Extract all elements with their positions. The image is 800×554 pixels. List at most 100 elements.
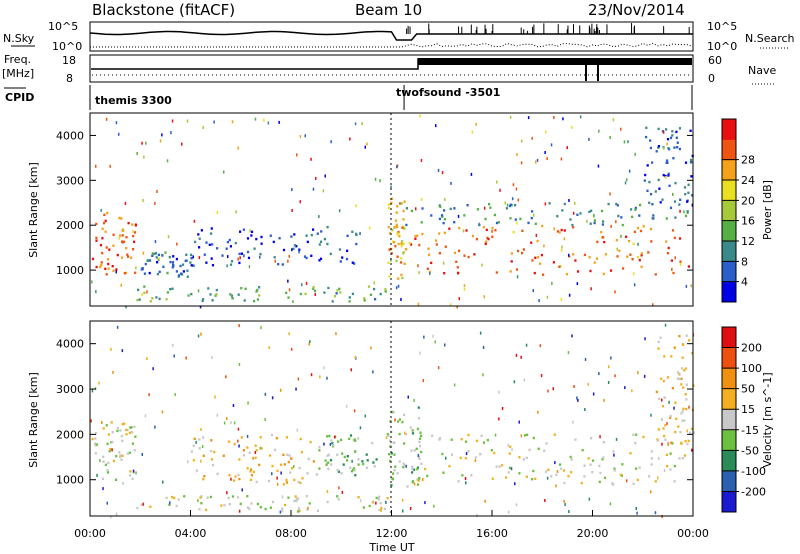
range-cell xyxy=(666,159,669,162)
noise-cell xyxy=(546,295,549,299)
nsky-spikes xyxy=(406,23,690,34)
range-cell xyxy=(350,470,354,473)
range-cell xyxy=(394,219,398,222)
velocity-ylabel: Slant Range [km] xyxy=(27,372,40,468)
range-cell xyxy=(106,442,109,446)
noise-cell xyxy=(576,282,579,286)
range-cell xyxy=(476,208,479,211)
noise-cell xyxy=(633,272,635,276)
range-cell xyxy=(649,227,652,231)
range-cell xyxy=(540,253,543,257)
range-cell xyxy=(147,259,150,262)
range-cell xyxy=(387,434,390,437)
noise-cell xyxy=(243,254,245,258)
range-cell xyxy=(166,271,169,275)
range-cell xyxy=(648,201,651,204)
range-cell xyxy=(428,253,431,256)
range-cell xyxy=(259,436,262,439)
range-cell xyxy=(507,471,510,474)
noise-cell xyxy=(577,398,579,402)
range-cell xyxy=(346,459,349,462)
range-cell xyxy=(118,451,121,454)
range-cell xyxy=(531,478,534,481)
range-cell xyxy=(571,223,574,227)
range-cell xyxy=(186,269,189,272)
noise-cell xyxy=(442,261,445,265)
range-cell xyxy=(482,441,485,444)
range-cell xyxy=(211,264,215,267)
noise-cell xyxy=(661,442,663,446)
range-cell xyxy=(140,503,143,507)
noise-cell xyxy=(372,500,374,504)
noise-cell xyxy=(199,305,202,309)
range-cell xyxy=(396,472,399,475)
range-cell xyxy=(125,247,128,250)
range-cell xyxy=(634,208,637,211)
range-cell xyxy=(526,433,529,436)
range-cell xyxy=(403,413,406,417)
range-cell xyxy=(689,431,692,434)
range-cell xyxy=(253,247,256,250)
range-cell xyxy=(534,477,537,480)
range-cell xyxy=(156,272,159,276)
range-cell xyxy=(660,377,663,380)
range-cell xyxy=(351,292,354,296)
range-cell xyxy=(115,268,118,271)
noise-cell xyxy=(566,146,568,150)
range-cell xyxy=(603,476,607,480)
range-cell xyxy=(685,334,688,337)
noise-cell xyxy=(424,501,426,505)
nave-tick-top: 60 xyxy=(708,54,722,67)
range-cell xyxy=(282,248,286,252)
range-cell xyxy=(662,379,665,383)
range-cell xyxy=(181,263,185,266)
range-cell xyxy=(418,477,421,480)
range-cell xyxy=(602,236,605,239)
range-cell xyxy=(576,270,580,273)
range-cell xyxy=(558,231,561,234)
noise-cell xyxy=(686,429,688,433)
range-cell xyxy=(240,287,243,290)
range-cell xyxy=(400,273,403,277)
range-cell xyxy=(413,468,416,471)
range-cell xyxy=(250,230,254,233)
noise-cell xyxy=(543,244,545,248)
range-cell xyxy=(550,475,553,478)
noise-cell xyxy=(610,224,612,228)
noise-cell xyxy=(420,158,423,162)
range-cell xyxy=(291,467,294,470)
range-cell xyxy=(669,414,672,418)
range-cell xyxy=(438,232,441,235)
noise-cell xyxy=(464,477,467,480)
range-cell xyxy=(144,262,147,266)
range-cell xyxy=(441,452,444,456)
range-cell xyxy=(630,208,633,211)
range-cell xyxy=(663,396,666,399)
range-cell xyxy=(374,298,377,301)
noise-cell xyxy=(241,488,243,492)
noise-cell xyxy=(197,289,200,293)
range-cell xyxy=(233,442,236,446)
noise-cell xyxy=(310,373,313,377)
range-cell xyxy=(651,161,654,164)
range-cell xyxy=(601,223,604,226)
noise-cell xyxy=(614,290,616,294)
range-cell xyxy=(107,433,110,436)
range-cell xyxy=(521,251,524,255)
range-cell xyxy=(244,287,247,290)
range-cell xyxy=(485,240,488,243)
range-cell xyxy=(148,259,152,262)
range-cell xyxy=(667,376,670,379)
noise-cell xyxy=(374,177,377,181)
range-cell xyxy=(642,225,645,228)
range-cell xyxy=(305,256,308,260)
range-cell xyxy=(521,229,524,232)
noise-cell xyxy=(518,420,520,424)
range-cell xyxy=(242,449,245,452)
range-cell xyxy=(299,437,302,441)
range-cell xyxy=(680,383,683,386)
range-cell xyxy=(589,463,592,466)
noise-cell xyxy=(658,457,660,460)
range-cell xyxy=(348,300,351,303)
noise-cell xyxy=(154,240,157,244)
